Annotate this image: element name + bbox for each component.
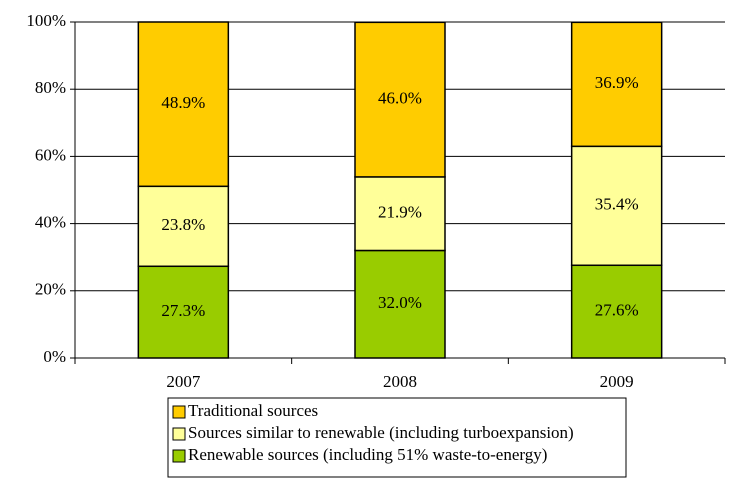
bar-segment — [354, 249, 446, 359]
value-label: 46.0% — [378, 89, 422, 108]
y-tick-label: 0% — [43, 347, 66, 366]
y-tick-label: 40% — [35, 213, 66, 232]
bar-segment — [137, 185, 230, 268]
bar-segment — [137, 265, 230, 359]
x-tick-label: 2008 — [383, 372, 417, 391]
legend-label: Traditional sources — [188, 401, 318, 420]
legend-swatch — [172, 427, 186, 441]
y-tick-label: 80% — [35, 78, 66, 97]
bar-segment — [570, 145, 663, 267]
bar-segment — [354, 176, 446, 252]
legend-swatch — [172, 449, 186, 463]
value-label: 23.8% — [161, 215, 205, 234]
x-tick-label: 2009 — [600, 372, 634, 391]
legend-swatch — [172, 405, 186, 419]
value-label: 27.3% — [161, 301, 205, 320]
bar-segment — [354, 21, 446, 178]
value-label: 27.6% — [595, 301, 639, 320]
value-label: 48.9% — [161, 93, 205, 112]
value-label: 35.4% — [595, 195, 639, 214]
x-tick-label: 2007 — [166, 372, 201, 391]
bar-segment — [570, 21, 663, 148]
legend-label: Sources similar to renewable (including … — [188, 423, 574, 442]
y-tick-label: 60% — [35, 145, 66, 164]
y-tick-label: 20% — [35, 280, 66, 299]
value-label: 32.0% — [378, 293, 422, 312]
bar-segment — [137, 21, 230, 188]
legend-label: Renewable sources (including 51% waste-t… — [188, 445, 547, 464]
value-label: 21.9% — [378, 203, 422, 222]
value-label: 36.9% — [595, 73, 639, 92]
legend-box — [167, 397, 627, 478]
y-tick-label: 100% — [26, 11, 66, 30]
